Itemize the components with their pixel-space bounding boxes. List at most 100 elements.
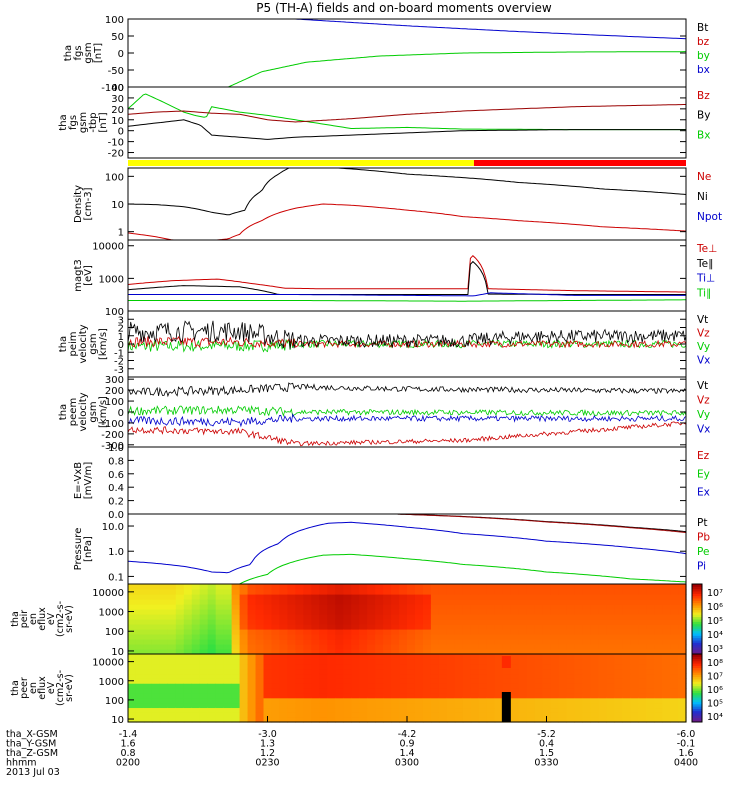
colorbar-cell xyxy=(692,649,702,653)
spectrogram-cell xyxy=(566,692,575,699)
spectrogram-cell xyxy=(526,717,536,723)
spectrogram-cell xyxy=(486,702,496,709)
spectrogram-cell xyxy=(510,658,520,665)
spectrogram-cell xyxy=(598,673,607,679)
spectrogram-cell xyxy=(167,697,177,704)
spectrogram-cell xyxy=(430,639,440,645)
spectrogram-cell xyxy=(343,673,352,679)
spectrogram-cell xyxy=(574,697,583,704)
spectrogram-cell xyxy=(470,639,480,645)
spectrogram-cell xyxy=(478,668,488,675)
colorbar-cell xyxy=(692,694,702,698)
spectrogram-cell xyxy=(518,589,528,595)
spectrogram-cell xyxy=(239,688,249,694)
spectrogram-cell xyxy=(143,584,153,590)
spectrogram-cell xyxy=(558,654,568,660)
spectrogram-cell xyxy=(343,609,352,615)
spectrogram-cell xyxy=(566,604,575,610)
spectrogram-cell xyxy=(279,614,289,620)
spectrogram-cell xyxy=(351,697,360,704)
spectrogram-cell xyxy=(446,644,456,650)
spectrogram-cell xyxy=(574,594,583,600)
spectrogram-cell xyxy=(199,673,209,679)
spectrogram-cell xyxy=(287,594,296,600)
spectrogram-cell xyxy=(359,584,368,590)
spectrogram-cell xyxy=(159,629,169,635)
spectrogram-cell xyxy=(207,634,217,640)
spectrogram-cell xyxy=(167,594,177,600)
spectrogram-cell xyxy=(367,619,376,625)
spectrogram-cell xyxy=(311,683,320,689)
spectrogram-cell xyxy=(462,584,472,590)
spectrogram-cell xyxy=(359,712,368,718)
spectrogram-cell xyxy=(438,683,448,689)
spectrogram-cell xyxy=(518,584,528,590)
spectrogram-cell xyxy=(191,663,201,670)
spectrogram-cell xyxy=(383,589,392,595)
spectrogram-cell xyxy=(422,707,432,713)
spectrogram-cell xyxy=(550,604,560,610)
spectrogram-cell xyxy=(303,644,312,650)
spectrogram-cell xyxy=(430,702,440,709)
spectrogram-cell xyxy=(319,604,328,610)
spectrogram-cell xyxy=(239,663,249,670)
spectrogram-cell xyxy=(678,624,687,630)
spectrogram-cell xyxy=(654,639,663,645)
spectrogram-cell xyxy=(199,702,209,709)
legend-velocity-1: Vz xyxy=(697,328,710,340)
spectrogram-cell xyxy=(510,614,520,620)
spectrogram-cell xyxy=(550,619,560,625)
spectrogram-cell xyxy=(359,599,368,605)
spectrogram-cell xyxy=(279,589,289,595)
spectrogram-cell xyxy=(558,673,568,679)
spectrogram-cell xyxy=(143,589,153,595)
spectrogram-cell xyxy=(518,594,528,600)
spectrogram-cell xyxy=(486,688,496,694)
legend-temp-2: Ti⊥ xyxy=(696,273,715,285)
spectrogram-cell xyxy=(574,707,583,713)
spectrogram-cell xyxy=(526,712,536,718)
spectrogram-cell xyxy=(407,599,416,605)
spectrogram-cell xyxy=(534,624,544,630)
spectrogram-cell xyxy=(351,712,360,718)
spectrogram-cell xyxy=(151,599,161,605)
spectrogram-cell xyxy=(343,644,352,650)
spectrogram-cell xyxy=(143,604,153,610)
spectrogram-cell xyxy=(271,644,281,650)
spectrogram-cell xyxy=(159,599,169,605)
spectrogram-cell xyxy=(542,609,552,615)
spectrogram-cell xyxy=(662,678,671,684)
spectrogram-cell xyxy=(311,634,320,640)
spectrogram-cell xyxy=(510,599,520,605)
spectrogram-cell xyxy=(438,717,448,723)
spectrogram-cell xyxy=(606,663,615,670)
spectrogram-cell xyxy=(335,678,344,684)
spectrogram-cell xyxy=(391,692,400,699)
spectrogram-cell xyxy=(383,707,392,713)
spectrogram-cell xyxy=(558,639,568,645)
spectrogram-cell xyxy=(199,717,209,723)
spectrogram-cell xyxy=(486,678,496,684)
spectrogram-cell xyxy=(430,634,440,640)
spectrogram-cell xyxy=(223,712,233,718)
spectrogram-cell xyxy=(430,584,440,590)
spectrogram-cell xyxy=(239,629,249,635)
spectrogram-cell xyxy=(622,697,631,704)
spectrogram-cell xyxy=(383,702,392,709)
spectrogram-cell xyxy=(638,614,647,620)
spectrogram-cell xyxy=(678,614,687,620)
spectrogram-cell xyxy=(638,712,647,718)
spectrogram-cell xyxy=(422,629,432,635)
spectrogram-cell xyxy=(550,712,560,718)
spectrogram-cell xyxy=(430,707,440,713)
spectrogram-cell xyxy=(430,658,440,665)
spectrogram-cell xyxy=(614,599,623,605)
spectrogram-cell xyxy=(462,697,472,704)
spectrogram-cell xyxy=(159,634,169,640)
spectrogram-cell xyxy=(526,609,536,615)
spectrogram-cell xyxy=(199,644,209,650)
spectrogram-cell xyxy=(446,717,456,723)
spectrogram-cell xyxy=(478,649,488,655)
ytick-label-density-2: 1 xyxy=(118,228,124,239)
spectrogram-cell xyxy=(462,644,472,650)
